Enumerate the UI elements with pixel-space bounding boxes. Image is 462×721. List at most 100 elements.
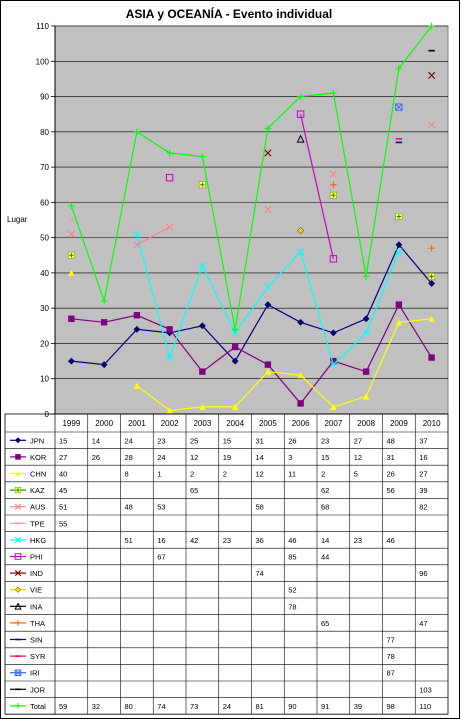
data-point-chn — [297, 372, 304, 379]
data-point-kor — [264, 361, 272, 368]
data-point-jpn — [329, 329, 337, 337]
legend-marker — [14, 553, 22, 560]
legend-marker — [15, 454, 21, 460]
data-point-chn — [68, 269, 75, 277]
table-cell: 26 — [387, 470, 395, 479]
y-tick-label: 60 — [40, 198, 49, 207]
legend-key-aus — [10, 503, 26, 510]
table-cell: 23 — [321, 436, 329, 445]
table-cell: 87 — [387, 669, 395, 678]
table-cell: 48 — [387, 436, 395, 445]
data-point-hkg — [395, 248, 403, 256]
legend-marker — [14, 669, 22, 676]
table-cell: 25 — [190, 436, 198, 445]
table-cell: 73 — [190, 702, 198, 711]
data-point-jpn — [133, 325, 141, 333]
data-point-chn — [199, 403, 206, 411]
legend-label-aus: AUS — [30, 503, 45, 512]
legend-key-ina — [10, 602, 26, 610]
table-cell: 52 — [288, 586, 296, 595]
table-cell: 74 — [157, 702, 165, 711]
table-cell: 59 — [59, 702, 67, 711]
data-point-hkg — [297, 248, 305, 256]
data-point-jpn — [231, 357, 239, 365]
table-cell: 16 — [157, 536, 165, 545]
legend-key-kor — [10, 454, 26, 460]
data-point-aus — [166, 223, 174, 231]
x-tick-label: 2005 — [259, 419, 277, 428]
legend-label-syr: SYR — [30, 652, 46, 661]
data-point-kor — [166, 326, 173, 333]
series-kor — [68, 301, 435, 407]
data-point-aus — [329, 170, 337, 178]
x-tick-label: 2007 — [324, 419, 342, 428]
table-cell: 31 — [387, 453, 395, 462]
data-point-kor — [330, 357, 337, 365]
table-cell: 31 — [256, 436, 264, 445]
y-tick-label: 70 — [40, 163, 49, 172]
table-cell: 47 — [419, 619, 427, 628]
table-cell: 51 — [59, 503, 67, 512]
table-cell: 103 — [419, 685, 432, 694]
table-cell: 26 — [288, 436, 296, 445]
x-tick-label: 2009 — [390, 419, 408, 428]
data-point-aus — [67, 230, 75, 238]
series-line-total — [70, 25, 433, 330]
legend-key-kaz — [10, 487, 26, 494]
data-point-total — [231, 326, 239, 333]
table-cell: 24 — [223, 702, 231, 711]
data-point-ina — [296, 134, 305, 143]
data-point-total — [133, 128, 141, 136]
data-point-total — [166, 149, 173, 157]
legend-marker-cross — [16, 488, 20, 492]
legend-key-iri — [10, 669, 26, 676]
x-tick-label: 2002 — [161, 419, 179, 428]
legend-label-tpe: TPE — [30, 519, 45, 528]
data-point-jpn — [297, 318, 305, 326]
y-tick-label: 80 — [40, 128, 49, 137]
data-point-hkg — [198, 262, 206, 270]
table-cell: 110 — [419, 702, 431, 711]
table-cell: 23 — [354, 536, 362, 545]
data-point-jpn — [67, 357, 75, 365]
table-cell: 27 — [354, 436, 362, 445]
table-cell: 23 — [223, 536, 231, 545]
table-cell: 14 — [256, 453, 264, 462]
legend-key-tha — [10, 620, 26, 626]
data-point-kaz-cross — [429, 274, 434, 279]
table-cell: 2 — [321, 470, 325, 479]
data-point-total — [68, 202, 75, 210]
table-cell: 46 — [387, 536, 395, 545]
data-point-kor — [68, 315, 75, 322]
x-tick-label: 2003 — [193, 419, 211, 428]
data-point-hkg — [166, 353, 174, 362]
table-cell: 14 — [321, 536, 329, 545]
table-cell: 85 — [288, 553, 296, 562]
table-cell: 96 — [419, 569, 427, 578]
legend-marker — [14, 536, 22, 544]
data-point-hkg — [264, 283, 272, 291]
table-cell: 51 — [125, 536, 133, 545]
table-cell: 27 — [59, 453, 67, 462]
table-cell: 67 — [157, 553, 165, 562]
legend-key-ind — [10, 569, 26, 577]
series-phi — [165, 110, 338, 263]
plot-background — [54, 25, 449, 415]
table-cell: 55 — [59, 519, 67, 528]
data-point-kor — [362, 368, 370, 375]
y-tick-label: 0 — [45, 410, 50, 419]
legend-key-hkg — [10, 536, 26, 544]
legend-marker — [14, 586, 22, 593]
table-cell: 65 — [190, 486, 198, 495]
table-cell: 78 — [387, 652, 395, 661]
legend-label-chn: CHN — [30, 470, 46, 479]
legend-marker — [14, 602, 22, 610]
table-cell: 32 — [92, 702, 100, 711]
series-kaz — [67, 181, 436, 280]
table-cell: 46 — [288, 536, 296, 545]
table-cell: 53 — [157, 503, 165, 512]
legend-key-chn — [10, 470, 26, 477]
table-cell: 82 — [419, 503, 427, 512]
series-ina — [296, 134, 305, 143]
data-point-kor — [231, 343, 239, 351]
